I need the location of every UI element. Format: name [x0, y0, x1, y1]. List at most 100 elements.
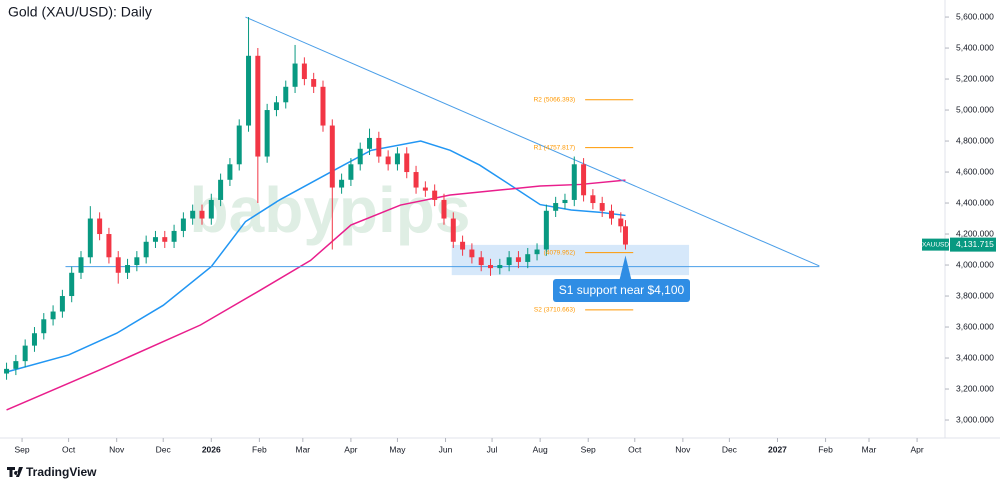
candle-body	[432, 190, 438, 200]
plot-area: R2 (5066.393) R1 (4757.817) (4079.952) S2 (…	[4, 16, 820, 411]
candle-body	[41, 319, 47, 334]
candle-body	[125, 265, 131, 273]
candle-body	[301, 63, 307, 80]
y-tick-label: 5,400.000	[956, 42, 994, 52]
x-tick-label: Apr	[910, 444, 923, 454]
y-tick-label: 5,600.000	[956, 11, 994, 21]
y-tick-label: 3,800.000	[956, 290, 994, 300]
x-tick-label: 2027	[768, 444, 787, 454]
candle-body	[339, 179, 345, 188]
moving-average	[6, 179, 626, 411]
candle-body	[292, 63, 298, 87]
y-tick-label: 3,000.000	[956, 414, 994, 424]
pivot-label: R2 (5066.393)	[534, 96, 576, 103]
x-tick-label: Dec	[156, 444, 172, 454]
candle-body	[218, 179, 224, 200]
candle-body	[320, 86, 326, 126]
logo-icon	[7, 467, 23, 477]
candle-body	[78, 257, 84, 273]
x-tick-label: Dec	[722, 444, 738, 454]
candle-body	[152, 237, 158, 242]
candle-body	[525, 254, 531, 262]
candle-body	[143, 241, 149, 258]
y-tick-label: 4,600.000	[956, 166, 994, 176]
candle-body	[329, 125, 335, 188]
candle-body	[171, 230, 177, 242]
candle-body	[413, 172, 419, 188]
x-tick-label: Sep	[581, 444, 596, 454]
x-tick-label: Aug	[533, 444, 548, 454]
last-price-label: 4,131.715	[956, 239, 994, 249]
candle-body	[599, 203, 605, 211]
candle-body	[236, 125, 242, 165]
candle-body	[69, 272, 75, 297]
support-zone	[451, 244, 690, 276]
y-tick-label: 3,400.000	[956, 352, 994, 362]
candle-body	[273, 102, 279, 111]
y-tick-label: 5,000.000	[956, 104, 994, 114]
candle-body	[180, 218, 186, 231]
callout-box	[553, 279, 690, 302]
candle-body	[87, 218, 93, 258]
brand-logo: TradingView	[7, 465, 97, 479]
candle-body	[376, 137, 382, 157]
candle-body	[348, 164, 354, 180]
candle-body	[134, 257, 140, 266]
candle-body	[422, 187, 428, 191]
candle-body	[497, 265, 503, 269]
candle-body	[460, 241, 466, 250]
x-tick-label: Oct	[628, 444, 642, 454]
candle-body	[162, 237, 168, 242]
candle-body	[543, 210, 549, 250]
pivot-label: (4079.952)	[544, 249, 575, 256]
x-tick-label: Sep	[15, 444, 30, 454]
candle-body	[404, 153, 410, 173]
pivot-label: S2 (3710.663)	[534, 307, 575, 314]
x-tick-label: Jul	[487, 444, 498, 454]
y-tick-label: 4,000.000	[956, 259, 994, 269]
candle-body	[311, 79, 317, 87]
y-tick-label: 4,800.000	[956, 135, 994, 145]
last-price-symbol: XAUUSD	[922, 241, 949, 248]
x-tick-label: Jun	[439, 444, 453, 454]
candle-body	[506, 257, 512, 266]
x-tick-label: Feb	[252, 444, 267, 454]
candle-body	[31, 333, 37, 346]
x-tick-label: Apr	[344, 444, 357, 454]
candle-body	[227, 164, 233, 180]
brand-name: TradingView	[26, 465, 97, 479]
candle-body	[385, 156, 391, 165]
candle-body	[571, 164, 577, 200]
candle-body	[59, 296, 65, 312]
candle-body	[50, 311, 56, 320]
candle-body	[478, 257, 484, 266]
last-price-box	[950, 237, 996, 252]
candle-body	[13, 361, 19, 369]
candle-body	[515, 257, 521, 262]
candle-body	[553, 203, 559, 211]
last-price-symbol-box	[922, 238, 949, 251]
x-tick-label: Nov	[109, 444, 125, 454]
candle-body	[367, 137, 373, 149]
y-tick-label: 4,200.000	[956, 228, 994, 238]
candle-body	[590, 195, 596, 204]
x-tick-label: 2026	[202, 444, 221, 454]
y-tick-label: 4,400.000	[956, 197, 994, 207]
candle-body	[283, 86, 289, 103]
candle-body	[97, 218, 103, 235]
pivot-label: R1 (4757.817)	[534, 144, 576, 151]
candle-body	[199, 210, 205, 219]
x-tick-label: Mar	[862, 444, 877, 454]
candle-body	[190, 210, 196, 219]
candle-body	[441, 199, 447, 219]
candle-body	[106, 234, 112, 258]
candle-body	[469, 249, 475, 258]
candle-body	[264, 110, 270, 157]
y-tick-label: 3,200.000	[956, 383, 994, 393]
trendline	[245, 16, 820, 267]
candle-body	[394, 153, 400, 165]
candle-body	[255, 55, 261, 157]
